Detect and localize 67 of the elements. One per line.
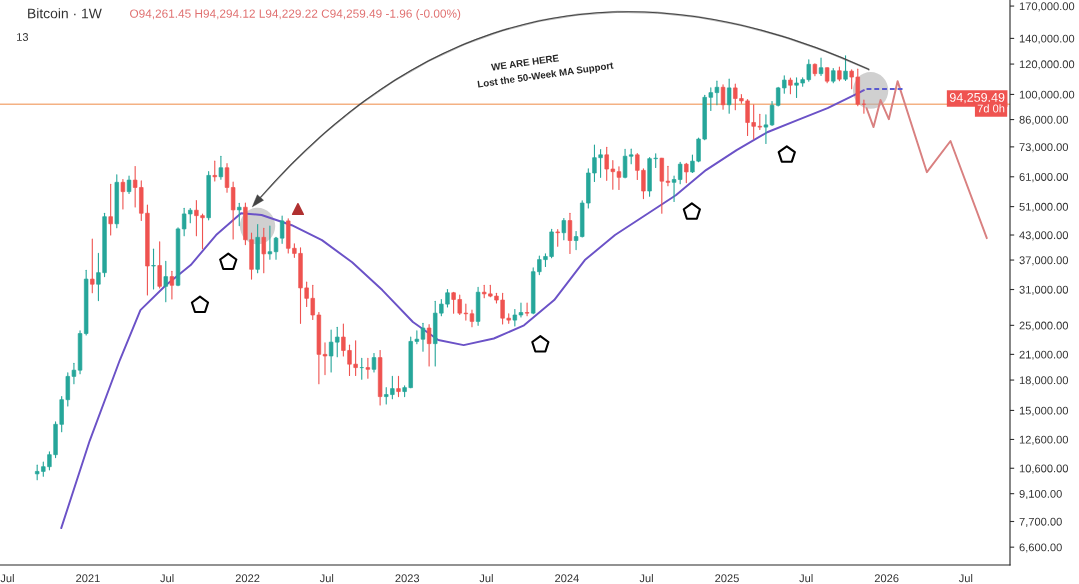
candlestick bbox=[726, 78, 732, 114]
candlestick bbox=[151, 248, 156, 290]
candlestick bbox=[720, 84, 726, 110]
annotation: 13 bbox=[17, 33, 29, 41]
annotation: 7d 0h bbox=[977, 104, 1005, 113]
candlestick bbox=[120, 178, 126, 210]
y-tick-label: 73,000.00 bbox=[1019, 143, 1069, 153]
x-tick-label: Jul bbox=[319, 574, 334, 583]
x-tick-label: Jul bbox=[639, 574, 653, 583]
candlestick bbox=[322, 342, 328, 376]
x-tick-label: Jul bbox=[160, 574, 174, 583]
candlestick bbox=[212, 160, 217, 182]
text: O94,261.45 H94,294.12 L94,229.22 C94,259.49 -1.96 (-0.00%) bbox=[130, 9, 461, 21]
candlestick bbox=[684, 162, 689, 184]
candlestick bbox=[157, 241, 162, 289]
y-tick-label: 61,000.00 bbox=[1019, 173, 1069, 183]
y-tick-label: 10,600.00 bbox=[1019, 464, 1069, 474]
x-tick-label: 2023 bbox=[395, 574, 420, 583]
candlestick bbox=[763, 114, 769, 145]
y-tick-label: 100,000.00 bbox=[1019, 90, 1075, 100]
x-tick-label: Jul bbox=[479, 574, 493, 583]
y-tick-label: 120,000.00 bbox=[1019, 60, 1075, 70]
x-tick-label: Jul bbox=[799, 574, 813, 583]
ref-line-label: 94,259.49 bbox=[949, 92, 1005, 104]
candlestick bbox=[818, 57, 824, 77]
candlestick bbox=[218, 155, 224, 180]
x-tick-label: 2021 bbox=[76, 574, 100, 583]
x-tick-label: Jul bbox=[958, 574, 973, 583]
y-tick-label: 7,700.00 bbox=[1019, 517, 1062, 527]
x-tick-label: 2026 bbox=[874, 574, 899, 583]
chart-title: Bitcoin · 1W bbox=[28, 8, 102, 19]
candlestick bbox=[426, 324, 432, 367]
y-tick-label: 18,000.00 bbox=[1019, 376, 1069, 386]
x-tick-label: 2022 bbox=[235, 574, 260, 583]
y-tick-label: 51,000.00 bbox=[1019, 202, 1069, 213]
candlestick bbox=[371, 353, 377, 373]
candlestick bbox=[279, 215, 285, 244]
y-tick-label: 31,000.00 bbox=[1019, 285, 1069, 295]
y-tick-label: 9,100.00 bbox=[1019, 489, 1062, 500]
y-tick-label: 43,000.00 bbox=[1019, 231, 1069, 241]
candlestick bbox=[396, 375, 401, 398]
candlestick bbox=[108, 183, 113, 236]
y-tick-label: 170,000.00 bbox=[1019, 2, 1075, 12]
x-tick-label: 2025 bbox=[715, 574, 739, 583]
candlestick bbox=[365, 357, 371, 379]
y-tick-label: 21,000.00 bbox=[1019, 350, 1069, 360]
y-tick-label: 25,000.00 bbox=[1019, 321, 1069, 331]
y-tick-label: 15,000.00 bbox=[1019, 406, 1069, 416]
candlestick bbox=[843, 55, 848, 82]
candlestick bbox=[261, 227, 266, 274]
x-tick-label: Jul bbox=[0, 574, 14, 583]
candlestick bbox=[567, 212, 573, 254]
candlestick bbox=[90, 238, 95, 294]
candlestick bbox=[237, 202, 242, 227]
candlestick bbox=[273, 236, 279, 260]
y-tick-label: 86,000.00 bbox=[1019, 115, 1069, 126]
candlestick bbox=[169, 270, 175, 300]
candlestick bbox=[561, 217, 567, 241]
y-tick-label: 37,000.00 bbox=[1019, 256, 1069, 266]
candlestick bbox=[163, 260, 168, 303]
y-tick-label: 6,600.00 bbox=[1019, 543, 1062, 553]
candlestick bbox=[267, 225, 273, 260]
y-tick-label: 140,000.00 bbox=[1019, 34, 1075, 44]
annotation: WE ARE HERE bbox=[490, 54, 559, 71]
x-tick-label: 2024 bbox=[555, 574, 579, 583]
y-tick-label: 12,600.00 bbox=[1019, 435, 1069, 445]
candlestick bbox=[524, 302, 530, 317]
